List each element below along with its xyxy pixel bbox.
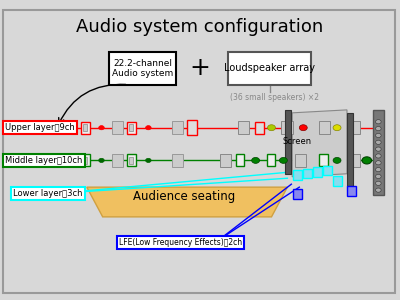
FancyBboxPatch shape	[220, 154, 231, 167]
FancyBboxPatch shape	[286, 110, 291, 174]
Text: Loudspeaker array: Loudspeaker array	[224, 63, 315, 73]
FancyBboxPatch shape	[3, 10, 395, 293]
FancyBboxPatch shape	[238, 121, 249, 134]
Text: (36 small speakers) ×2: (36 small speakers) ×2	[230, 94, 319, 103]
Circle shape	[376, 188, 381, 192]
FancyBboxPatch shape	[172, 121, 183, 134]
Text: +: +	[190, 56, 210, 80]
FancyBboxPatch shape	[109, 52, 176, 85]
FancyBboxPatch shape	[81, 122, 90, 134]
Text: Lower layer：3ch: Lower layer：3ch	[13, 189, 83, 198]
Text: Audience seating: Audience seating	[133, 190, 235, 202]
Circle shape	[333, 158, 341, 164]
Text: 22.2-channel
Audio system: 22.2-channel Audio system	[112, 58, 173, 78]
Circle shape	[333, 125, 341, 131]
Circle shape	[376, 167, 381, 172]
FancyBboxPatch shape	[349, 154, 360, 167]
FancyBboxPatch shape	[349, 121, 360, 134]
Circle shape	[146, 126, 151, 130]
Text: Screen: Screen	[283, 136, 312, 146]
FancyBboxPatch shape	[323, 166, 332, 175]
FancyBboxPatch shape	[313, 167, 322, 177]
Circle shape	[268, 125, 276, 131]
Circle shape	[146, 158, 151, 163]
FancyBboxPatch shape	[129, 124, 133, 131]
FancyBboxPatch shape	[347, 113, 353, 186]
FancyBboxPatch shape	[267, 154, 276, 166]
FancyBboxPatch shape	[83, 124, 87, 131]
Text: Audio system configuration: Audio system configuration	[76, 18, 324, 36]
FancyBboxPatch shape	[236, 154, 244, 166]
Text: LFE(Low Frequency Effects)：2ch: LFE(Low Frequency Effects)：2ch	[118, 238, 242, 247]
FancyBboxPatch shape	[172, 154, 183, 167]
FancyBboxPatch shape	[295, 154, 306, 167]
FancyBboxPatch shape	[127, 122, 136, 134]
FancyBboxPatch shape	[282, 121, 292, 134]
Circle shape	[362, 157, 372, 164]
FancyBboxPatch shape	[81, 154, 90, 166]
Text: Middle layer：10ch: Middle layer：10ch	[5, 156, 83, 165]
FancyBboxPatch shape	[83, 157, 87, 164]
Circle shape	[99, 158, 104, 163]
FancyBboxPatch shape	[129, 157, 133, 164]
FancyBboxPatch shape	[127, 154, 136, 166]
FancyBboxPatch shape	[347, 186, 356, 196]
FancyBboxPatch shape	[112, 154, 123, 167]
Polygon shape	[87, 187, 287, 217]
FancyBboxPatch shape	[255, 122, 264, 134]
FancyBboxPatch shape	[319, 154, 328, 166]
Circle shape	[376, 161, 381, 165]
Circle shape	[376, 147, 381, 151]
Circle shape	[376, 174, 381, 178]
Text: Upper layer：9ch: Upper layer：9ch	[5, 123, 75, 132]
Circle shape	[99, 126, 104, 130]
FancyBboxPatch shape	[66, 154, 77, 167]
FancyBboxPatch shape	[303, 169, 312, 178]
Polygon shape	[292, 110, 347, 177]
FancyBboxPatch shape	[293, 189, 302, 199]
FancyBboxPatch shape	[293, 170, 302, 180]
Circle shape	[280, 158, 287, 164]
Circle shape	[299, 125, 307, 131]
FancyBboxPatch shape	[66, 121, 77, 134]
Circle shape	[376, 134, 381, 137]
FancyBboxPatch shape	[112, 121, 123, 134]
FancyBboxPatch shape	[319, 121, 330, 134]
FancyBboxPatch shape	[333, 176, 342, 186]
Circle shape	[376, 140, 381, 144]
Circle shape	[252, 158, 260, 164]
Circle shape	[376, 120, 381, 124]
Circle shape	[376, 181, 381, 185]
FancyBboxPatch shape	[373, 110, 384, 195]
FancyBboxPatch shape	[228, 52, 311, 85]
Circle shape	[376, 127, 381, 131]
FancyBboxPatch shape	[187, 120, 197, 135]
Circle shape	[376, 154, 381, 158]
